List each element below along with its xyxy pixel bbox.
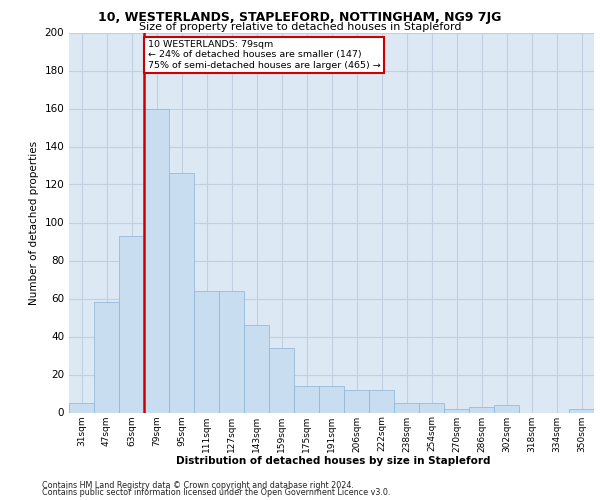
Bar — [194, 291, 219, 412]
Bar — [319, 386, 344, 412]
Bar — [569, 408, 594, 412]
Bar — [169, 173, 194, 412]
Text: Contains public sector information licensed under the Open Government Licence v3: Contains public sector information licen… — [42, 488, 391, 497]
Bar — [244, 325, 269, 412]
Text: 10, WESTERLANDS, STAPLEFORD, NOTTINGHAM, NG9 7JG: 10, WESTERLANDS, STAPLEFORD, NOTTINGHAM,… — [98, 11, 502, 24]
Bar — [394, 403, 419, 412]
Bar — [219, 291, 244, 412]
Text: Size of property relative to detached houses in Stapleford: Size of property relative to detached ho… — [139, 22, 461, 32]
Bar — [369, 390, 394, 412]
Bar — [144, 108, 169, 412]
Bar — [294, 386, 319, 412]
Bar — [419, 403, 444, 412]
Bar — [494, 405, 519, 412]
Bar — [69, 403, 94, 412]
Bar — [119, 236, 144, 412]
Bar — [269, 348, 294, 412]
Y-axis label: Number of detached properties: Number of detached properties — [29, 140, 39, 304]
Text: Contains HM Land Registry data © Crown copyright and database right 2024.: Contains HM Land Registry data © Crown c… — [42, 481, 354, 490]
Text: 10 WESTERLANDS: 79sqm
← 24% of detached houses are smaller (147)
75% of semi-det: 10 WESTERLANDS: 79sqm ← 24% of detached … — [148, 40, 380, 70]
Text: Distribution of detached houses by size in Stapleford: Distribution of detached houses by size … — [176, 456, 490, 466]
Bar — [94, 302, 119, 412]
Bar — [469, 407, 494, 412]
Bar — [344, 390, 369, 412]
Bar — [444, 408, 469, 412]
